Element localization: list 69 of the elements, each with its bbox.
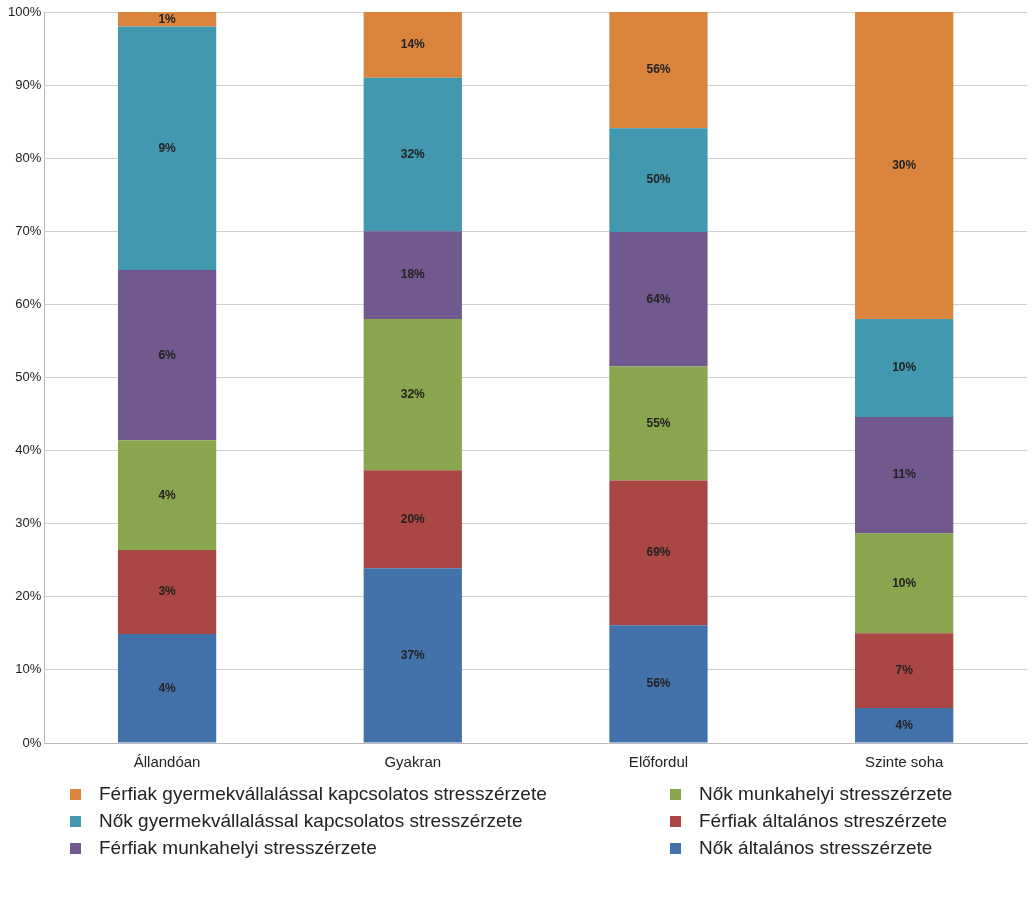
annotation: 6% [158,347,177,362]
bar [363,319,462,471]
y-tick-label: 0% [22,734,42,750]
bar [363,231,462,320]
legend-label: Nők munkahelyi stresszérzete [699,783,953,805]
bar [117,26,217,271]
bar [609,128,708,233]
x-tick-label: Gyakran [384,753,442,771]
annotation: 32% [400,146,426,161]
annotation: 4% [895,717,914,732]
bar [855,633,954,708]
bar [609,625,708,743]
y-tick-label: 100% [8,3,42,19]
annotation: 7% [895,662,914,677]
annotation: 50% [646,172,671,187]
x-tick-label: Szinte soha [864,753,944,771]
annotation: 55% [646,415,671,430]
x-tick-label: Állandóan [133,753,201,771]
y-tick-label: 40% [15,442,42,458]
bar [609,366,708,481]
y-tick-label: 70% [15,222,42,238]
y-tick-label: 20% [15,588,42,604]
annotation: 10% [892,360,917,375]
y-tick-label: 30% [15,515,42,531]
annotation: 11% [892,467,917,482]
annotation: 30% [892,157,917,172]
x-tick-label: Előfordul [628,753,689,771]
annotation: 56% [646,676,671,691]
y-tick-label: 50% [15,369,42,385]
y-tick-label: 80% [15,149,42,165]
annotation: 64% [646,291,671,306]
bar [609,232,708,367]
annotation: 1% [158,11,177,26]
legend-label: Férfiak munkahelyi stresszérzete [99,837,377,859]
annotation: 14% [400,37,426,52]
annotation: 18% [400,267,426,282]
annotation: 3% [158,584,177,599]
legend-label: Férfiak gyermekvállalással kapcsolatos stresszérzete [99,783,547,805]
annotation: 4% [158,680,177,695]
bar [609,480,708,626]
bar [363,470,462,569]
bar [855,533,954,634]
bar [117,12,217,27]
bar [363,12,462,78]
annotation: 69% [646,545,671,560]
bar [855,416,954,534]
annotation: 4% [158,487,177,502]
bar [117,270,217,441]
bar [855,12,954,320]
bar [363,568,462,743]
annotation: 10% [892,575,917,590]
annotation: 32% [400,386,426,401]
legend-label: Nők általános stresszérzete [699,837,933,859]
y-tick-label: 10% [15,661,42,677]
bar [855,319,954,417]
bar [363,77,462,232]
bar [855,707,954,743]
bar [609,12,708,129]
y-tick-label: 90% [15,76,42,92]
bar [117,634,217,743]
bar [117,440,217,551]
y-tick-label: 60% [15,295,42,311]
annotation: 9% [158,140,177,155]
legend-label: Nők gyermekvállalással kapcsolatos stresszérzete [99,810,523,832]
annotation: 37% [400,647,426,662]
legend-label: Férfiak általános streszérzete [699,810,948,832]
annotation: 20% [400,511,426,526]
annotation: 56% [646,62,671,77]
bar [117,550,217,635]
